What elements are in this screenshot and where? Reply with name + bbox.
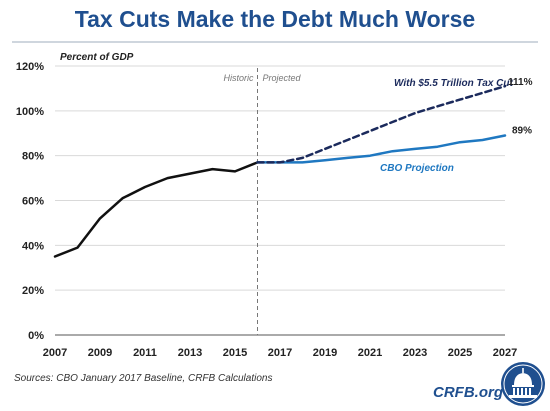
x-tick-label: 2007 xyxy=(43,347,67,359)
historic-label: Historic xyxy=(223,73,254,83)
x-tick-label: 2021 xyxy=(358,347,382,359)
chart-labels: 0% 20% 40% 60% 80% 100% 120% 2007 2009 2011 2013 20… xyxy=(16,52,533,359)
x-tick-label: 2009 xyxy=(88,347,112,359)
chart-title: Tax Cuts Make the Debt Much Worse xyxy=(74,6,476,32)
gridlines xyxy=(55,65,505,291)
y-axis-label: Percent of GDP xyxy=(60,52,134,63)
projected-label: Projected xyxy=(263,73,302,83)
tax-cut-projection-line xyxy=(256,84,507,164)
cbo-projection-line xyxy=(256,134,507,164)
x-tick-label: 2027 xyxy=(493,347,517,359)
tax-cut-end-value: 111% xyxy=(508,77,533,88)
y-tick-label: 0% xyxy=(28,330,44,342)
y-tick-label: 120% xyxy=(16,61,44,73)
y-tick-label: 40% xyxy=(22,240,44,252)
cbo-series-label: CBO Projection xyxy=(380,163,454,174)
title-divider xyxy=(12,41,538,43)
y-tick-label: 20% xyxy=(22,285,44,297)
tax-cut-series-label: With $5.5 Trillion Tax Cut xyxy=(394,78,513,89)
x-tick-label: 2013 xyxy=(178,347,202,359)
series-lines xyxy=(53,84,507,258)
y-tick-label: 100% xyxy=(16,106,44,118)
historic-debt-line xyxy=(53,161,259,258)
x-tick-label: 2015 xyxy=(223,347,247,359)
y-tick-label: 60% xyxy=(22,196,44,208)
source-note: Sources: CBO January 2017 Baseline, CRFB… xyxy=(14,373,273,384)
capitol-dome-logo xyxy=(501,362,545,406)
x-tick-label: 2019 xyxy=(313,347,337,359)
y-tick-label: 80% xyxy=(22,151,44,163)
x-tick-label: 2023 xyxy=(403,347,427,359)
brand-link[interactable]: CRFB.org xyxy=(433,384,503,401)
x-tick-label: 2011 xyxy=(133,347,157,359)
x-tick-label: 2017 xyxy=(268,347,292,359)
x-tick-label: 2025 xyxy=(448,347,472,359)
cbo-end-value: 89% xyxy=(512,125,532,136)
